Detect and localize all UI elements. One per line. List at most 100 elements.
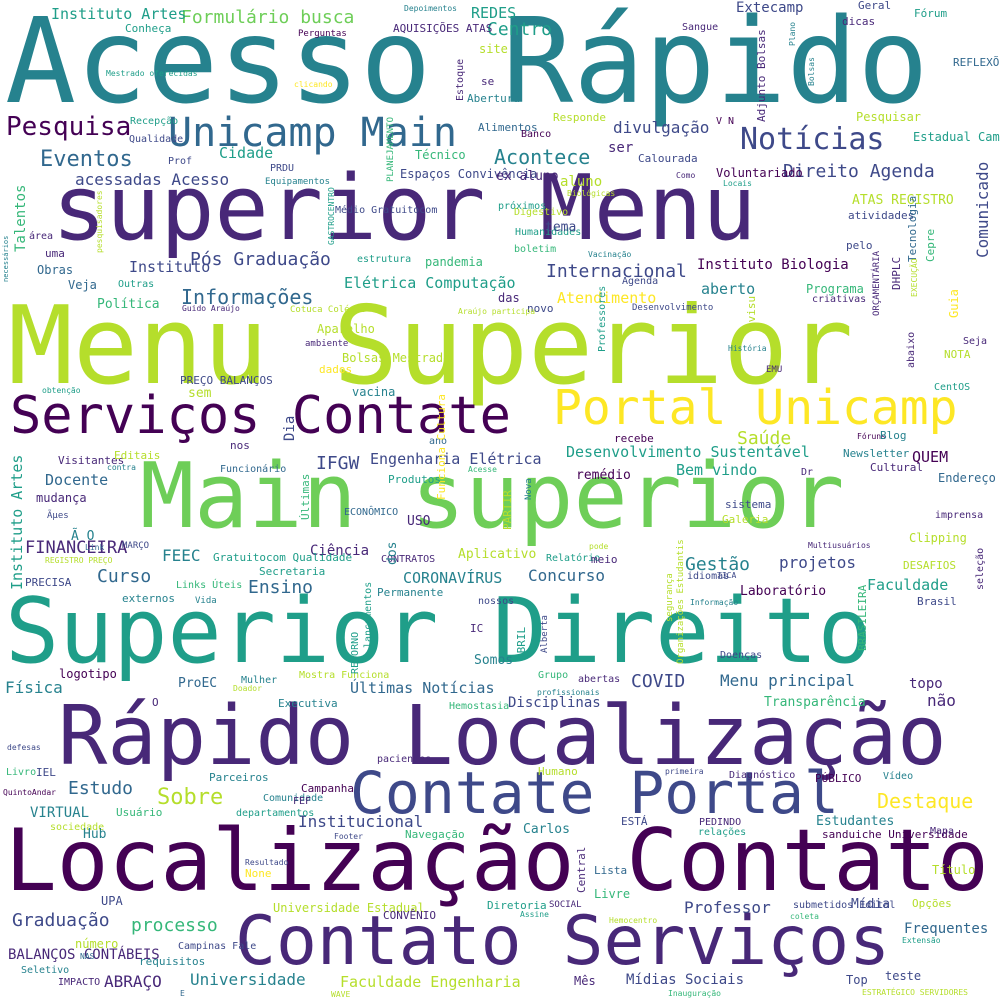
word-numero: BALANÇOS CONTÁBEIS [8,947,160,963]
word-aquisicoes-atas: Perguntas [298,29,347,39]
word-proximos: Médio Gratuitocom [335,205,438,216]
word-mulher: ProEC [178,676,218,691]
word-estrategico-servidores: Inauguração [668,989,721,998]
word-projetos: projetos [779,553,857,572]
word-centro: REDES [471,4,517,22]
word-tica: idiomas [687,571,730,582]
word-endereco: Dr [801,467,814,478]
word-pedindo: departamentos [236,808,315,819]
word-nova: Funciona Cultura [435,394,448,500]
word-execucao: ORÇAMENTÁRIA [872,250,882,316]
word-biologicas: atividades [848,209,915,222]
word-multiusuarios: pode [589,542,609,551]
word-medio-gratuitocom: Vacinação [588,250,632,259]
word-pos-graduacao: Pós Graduação [190,249,331,270]
word-alberta: ABRIL [515,626,528,660]
word-usuario: VIRTUAL [30,805,90,821]
word-doador: Mulher [241,675,278,686]
word-pandemia: estrutura [357,254,412,265]
word-coronavirus: CORONAVÍRUS [403,569,503,587]
word-teste: Top [846,973,868,987]
word-professor: Professor [684,898,771,917]
word-sobre: Sobre [157,785,224,810]
word-nota: Seja [963,336,988,347]
word-area: próximos [498,201,547,212]
word-mudanca: imprensa [935,510,984,521]
word-desenvolvimento-sustentavel: Desenvolvimento Sustentável [566,443,810,461]
word-imprensa: Galeria [722,513,769,526]
word-aluno: ex aluno [496,169,559,184]
word-institucional: Institucional [298,812,424,831]
word-informacao: segurança [665,573,675,622]
word-precisa: DESAFIOS [903,559,956,572]
word-clicando: Mestrado oferecidas [106,69,198,78]
word-brasileira: Organizações Estudantis [676,539,686,664]
word-registro-preco: Multiusuários [808,541,871,550]
word-secretaria: PRECISA [25,576,72,589]
word-reflexoes: Sangue [682,22,719,33]
word-economico: Ãµes [47,511,69,521]
word-ambiente: Aparelho [317,322,375,336]
word-ensino: Ensino [248,577,314,598]
word-video: PÚBLICO [815,772,862,785]
word-vacinacao: boletim [514,244,557,255]
word-ic: lançamentos [363,581,374,648]
word-hemocentro: Extensão [902,936,941,945]
word-pode: MARÇO [122,541,150,551]
word-bem-vindo: Bem vindo [676,461,758,479]
word-processo: processo [131,915,218,936]
word-seja: EMU [766,365,783,375]
word-doacao: pelo [846,239,873,252]
word-coleta: Assine [520,910,549,919]
word-acontece: Acontece [494,145,591,169]
word-plano: Estoque [455,58,466,101]
word-contratos: Gratuitocom Qualidade [213,551,353,564]
word-quintoandar: Vídeo [883,771,914,782]
word-ultimas: Funcionário [220,464,287,475]
word-convenio: Opções [912,897,952,910]
word-ano: Dia [282,415,298,441]
word-centos: NOTA [944,348,971,361]
word-pesquisa: Pesquisa [6,112,132,142]
word-tecnologia: DHPLC [890,256,903,290]
word-espacos-convivencia: Equipamentos [265,177,331,187]
word-digestivo: Biológicas [567,189,616,198]
word-defesas: Hemostasia [449,701,510,712]
word-obtencao: CentOS [934,382,971,393]
word-ser: V N [716,116,735,127]
word-superior-direito: Superior Direito [5,579,872,684]
word-parceiros: IEL [36,766,56,779]
word-organizacoes-estudantis: Informação [690,598,739,607]
word-atendimento: Atendimento [557,289,657,307]
word-depoimentos: Fórum [914,7,948,20]
word-doencas: abertas [578,674,621,685]
word-navegacao: Footer [334,832,363,841]
word-engenharia-eletrica: Engenharia Elétrica [370,450,542,468]
word-veja: Instituto [129,258,211,276]
word-executiva: O [152,696,159,709]
word-avisu: Professores [597,285,608,352]
word-nos: vacina [352,385,396,399]
word-v-n: divulgação [613,118,710,137]
word-campanha: Parceiros [209,771,269,784]
word-contra: Endereço [938,471,996,485]
word-seletivo: Campinas Fale [178,941,257,952]
word-comunidade: QuintoAndar [3,788,56,797]
word-programa: criativas [812,294,867,305]
word-laboratorio: Laboratório [740,584,827,599]
word-acessadas-acesso: acessadas Acesso [75,170,230,189]
word-instituto-artes-vertical-left: Instituto Artes [8,454,26,590]
word-ex-aluno: Espaços Convivência [400,167,538,181]
word-ultimas-noticias: Últimas Notícias [350,679,495,697]
word-atividades: ATAS REGISTRO [852,193,954,208]
word-acesse: contra [107,463,136,472]
word-topo: Doenças [720,650,763,661]
word-sistema: PARTIR [501,490,514,530]
word-livre: Lista [594,864,628,877]
word-lista: Central [575,846,588,893]
word-profissionais: Executiva [278,697,338,710]
word-resultado: Título [932,863,976,877]
word-meio: Relatório [546,553,601,564]
word-diagnostico: primeira [665,767,704,776]
word-menu-superior: Menu Superior [8,284,854,409]
